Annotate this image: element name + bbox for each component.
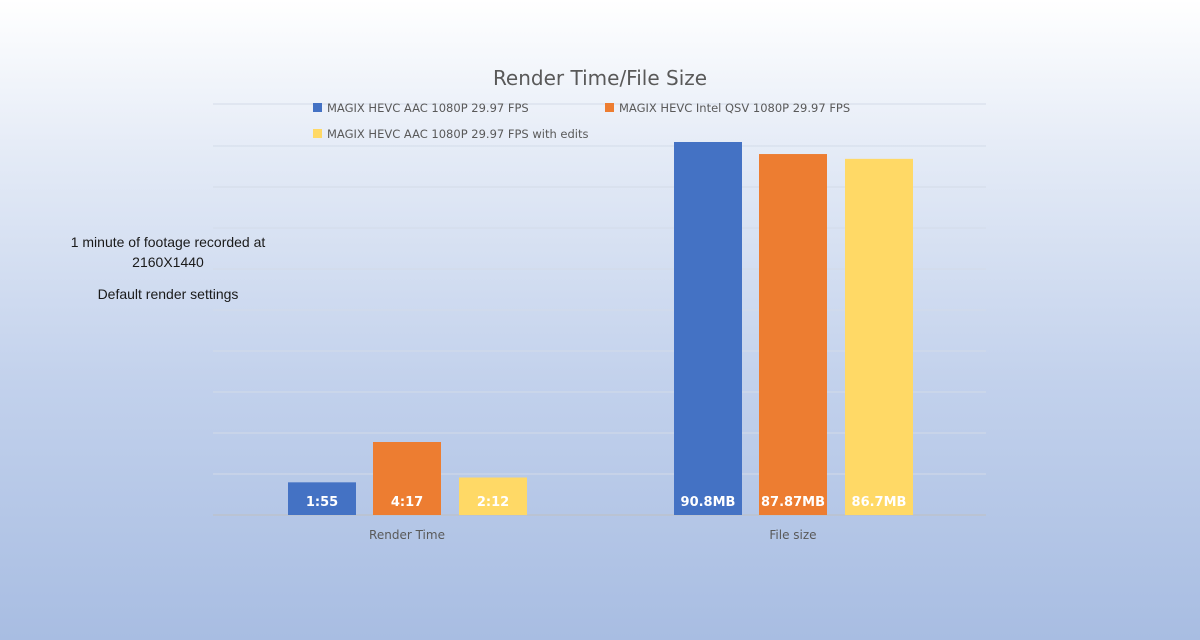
legend: MAGIX HEVC AAC 1080P 29.97 FPS MAGIX HEVC… (313, 101, 850, 141)
legend-label: MAGIX HEVC AAC 1080P 29.97 FPS (327, 101, 529, 115)
category-label: File size (769, 528, 816, 542)
footage-note: 1 minute of footage recorded at 2160X144… (40, 232, 296, 272)
bar (674, 142, 742, 515)
footage-note-line2: 2160X1440 (132, 254, 204, 270)
bar (288, 482, 356, 515)
bar-value-label: 4:17 (391, 495, 423, 510)
bar-value-label: 87.87MB (761, 495, 825, 510)
bar (759, 154, 827, 515)
legend-swatch (313, 103, 322, 112)
bar-value-label: 86.7MB (852, 495, 907, 510)
category-label: Render Time (369, 528, 445, 542)
bar-value-label: 2:12 (477, 495, 509, 510)
bar-value-label: 1:55 (306, 495, 338, 510)
legend-label: MAGIX HEVC AAC 1080P 29.97 FPS with edit… (327, 127, 589, 141)
bar (845, 158, 913, 515)
legend-swatch (605, 103, 614, 112)
footage-note-line1: 1 minute of footage recorded at (70, 234, 266, 250)
category-labels: Render Time File size (369, 528, 817, 542)
bar (373, 442, 441, 515)
bar-value-label: 90.8MB (681, 495, 736, 510)
chart-title: Render Time/File Size (493, 66, 707, 90)
bar (459, 477, 527, 515)
legend-swatch (313, 129, 322, 138)
render-settings-note: Default render settings (97, 286, 239, 302)
legend-label: MAGIX HEVC Intel QSV 1080P 29.97 FPS (619, 101, 850, 115)
bars: 1:55 90.8MB 4:17 87.87MB 2:12 86.7MB (288, 142, 913, 515)
